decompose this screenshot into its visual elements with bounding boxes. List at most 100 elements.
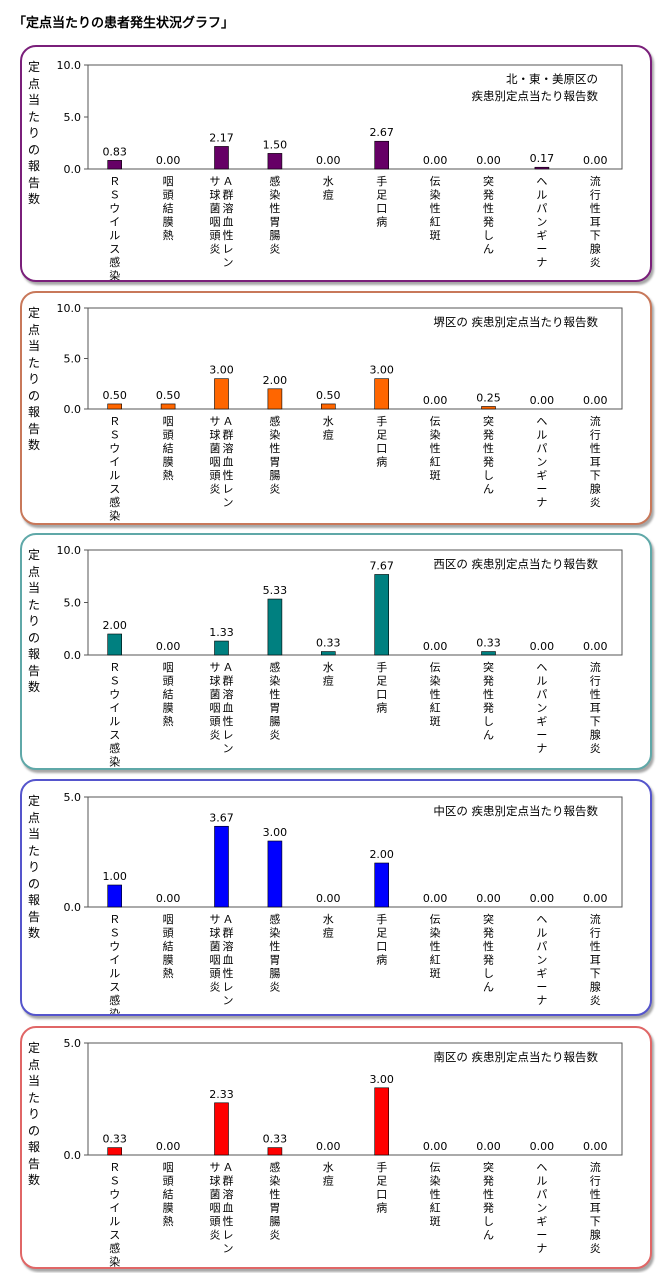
- category-label-char: 腸: [269, 1215, 280, 1228]
- data-label: 0.00: [423, 1140, 448, 1153]
- category-label-char: 咽: [210, 456, 221, 469]
- bar: [214, 378, 229, 410]
- y-tick-label: 0.0: [64, 901, 82, 914]
- category-label-char: 症: [109, 522, 120, 523]
- data-label: 2.00: [102, 619, 127, 632]
- category-label-char: 腸: [269, 715, 280, 728]
- category-label-char: 頭: [163, 189, 174, 202]
- y-tick-label: 10.0: [57, 302, 82, 315]
- y-axis-label: 定点当たりの報告数: [27, 794, 40, 940]
- category-label-char: 行: [590, 927, 601, 940]
- category-label-char: 染: [109, 1007, 120, 1015]
- bar: [214, 640, 229, 656]
- category-label-char: 炎: [210, 1229, 221, 1242]
- category-label-char: 斑: [430, 715, 441, 728]
- category-label-char: 感: [269, 175, 280, 188]
- bar: [534, 166, 550, 170]
- category-label-char: 炎: [269, 483, 280, 496]
- category-label-char: Ｒ: [109, 1161, 120, 1174]
- category-label-char: 炎: [590, 256, 601, 269]
- category-label-char: 紅: [430, 702, 441, 715]
- category-label-char: ン: [536, 954, 547, 967]
- category-label-char: 紅: [430, 456, 441, 469]
- data-label: 7.67: [369, 559, 394, 572]
- category-label-char: ギ: [536, 715, 547, 728]
- bar: [267, 840, 283, 908]
- category-label-char: ー: [536, 729, 547, 742]
- chart-panel: 定点当たりの報告数 0.0 5.0 10.0 堺区の 疾患別定点当たり報告数 0.50 Ｒ Ｓ…: [20, 291, 652, 525]
- category-label-char: 手: [376, 660, 387, 674]
- category-label-char: 行: [590, 189, 601, 202]
- category-label-char: 感: [109, 994, 120, 1007]
- bar: [160, 403, 176, 410]
- category-label-char: ん: [483, 981, 494, 994]
- category-label-char: 発: [483, 1174, 494, 1188]
- bar: [320, 651, 336, 656]
- plot-area: [87, 796, 623, 908]
- bar: [481, 406, 496, 410]
- category-label-char: ル: [536, 189, 547, 202]
- category-label-char: ン: [223, 256, 234, 269]
- y-axis-label: 定点当たりの報告数: [27, 306, 40, 452]
- category-label-char: し: [483, 229, 494, 242]
- chart-title: 中区の 疾患別定点当たり報告数: [433, 804, 598, 818]
- category-label-char: 腺: [590, 482, 601, 496]
- category-label-char: し: [483, 715, 494, 728]
- category-label-char: ウ: [109, 202, 120, 215]
- category-label-char: 発: [483, 428, 494, 442]
- category-label-char: Ｒ: [109, 415, 120, 428]
- plot-area: [87, 307, 623, 410]
- category-label-char: ー: [536, 243, 547, 256]
- category-label-char: レ: [223, 981, 234, 994]
- category-label-char: 下: [590, 967, 601, 980]
- bar: [267, 1147, 283, 1156]
- category-label-char: 紅: [430, 954, 441, 967]
- category-label-char: イ: [109, 954, 120, 967]
- category-label-char: 耳: [590, 954, 601, 967]
- chart-panel: 定点当たりの報告数 0.0 5.0 10.0 北・東・美原区の 疾患別定点当たり報告数 0.…: [20, 45, 652, 282]
- data-label: 0.00: [530, 640, 555, 653]
- category-label-char: 流: [590, 174, 601, 188]
- category-label-char: 溶: [223, 441, 234, 455]
- chart-panel: 定点当たりの報告数 0.0 5.0 10.0 西区の 疾患別定点当たり報告数 2.00 Ｒ Ｓ…: [20, 533, 652, 770]
- category-label-char: 炎: [210, 981, 221, 994]
- category-label-char: 炎: [269, 243, 280, 256]
- category-label-char: ル: [109, 715, 120, 728]
- data-label: 3.67: [209, 811, 234, 824]
- category-label-char: 発: [483, 701, 494, 715]
- category-label-char: 性: [223, 714, 234, 728]
- category-label-char: 染: [109, 755, 120, 769]
- data-label: 0.00: [423, 892, 448, 905]
- category-label-char: 炎: [269, 1229, 280, 1242]
- category-label-char: 口: [376, 688, 387, 701]
- category-label-char: ギ: [536, 469, 547, 482]
- y-axis-label: 定点当たりの報告数: [27, 1041, 40, 1187]
- data-label: 0.00: [156, 640, 181, 653]
- category-label-char: 水: [323, 913, 334, 926]
- category-label-char: ン: [223, 496, 234, 509]
- category-label-char: 性: [483, 939, 494, 953]
- category-label-char: 斑: [430, 229, 441, 242]
- category-label-char: ル: [109, 1215, 120, 1228]
- data-label: 0.00: [583, 640, 608, 653]
- category-label-char: し: [483, 1215, 494, 1228]
- category-label-char: 性: [223, 228, 234, 242]
- category-label-char: 耳: [590, 216, 601, 229]
- category-label-char: 熱: [163, 715, 174, 728]
- category-label-char: 下: [590, 715, 601, 728]
- category-label-char: サ: [210, 175, 221, 188]
- category-label-char: 染: [430, 428, 441, 442]
- category-label-char: ん: [483, 243, 494, 256]
- category-label-char: Ａ: [223, 175, 234, 188]
- category-label-char: 腺: [590, 980, 601, 994]
- category-label-char: 染: [109, 509, 120, 523]
- data-label: 2.17: [209, 131, 234, 144]
- data-label: 1.50: [263, 138, 288, 151]
- category-label-char: 染: [269, 926, 280, 940]
- category-label-char: 炎: [269, 981, 280, 994]
- y-tick-label: 5.0: [64, 111, 82, 124]
- category-label-char: 膜: [163, 954, 174, 967]
- data-label: 2.00: [263, 374, 288, 387]
- category-label-char: 熱: [163, 469, 174, 482]
- category-label-char: 流: [590, 1160, 601, 1174]
